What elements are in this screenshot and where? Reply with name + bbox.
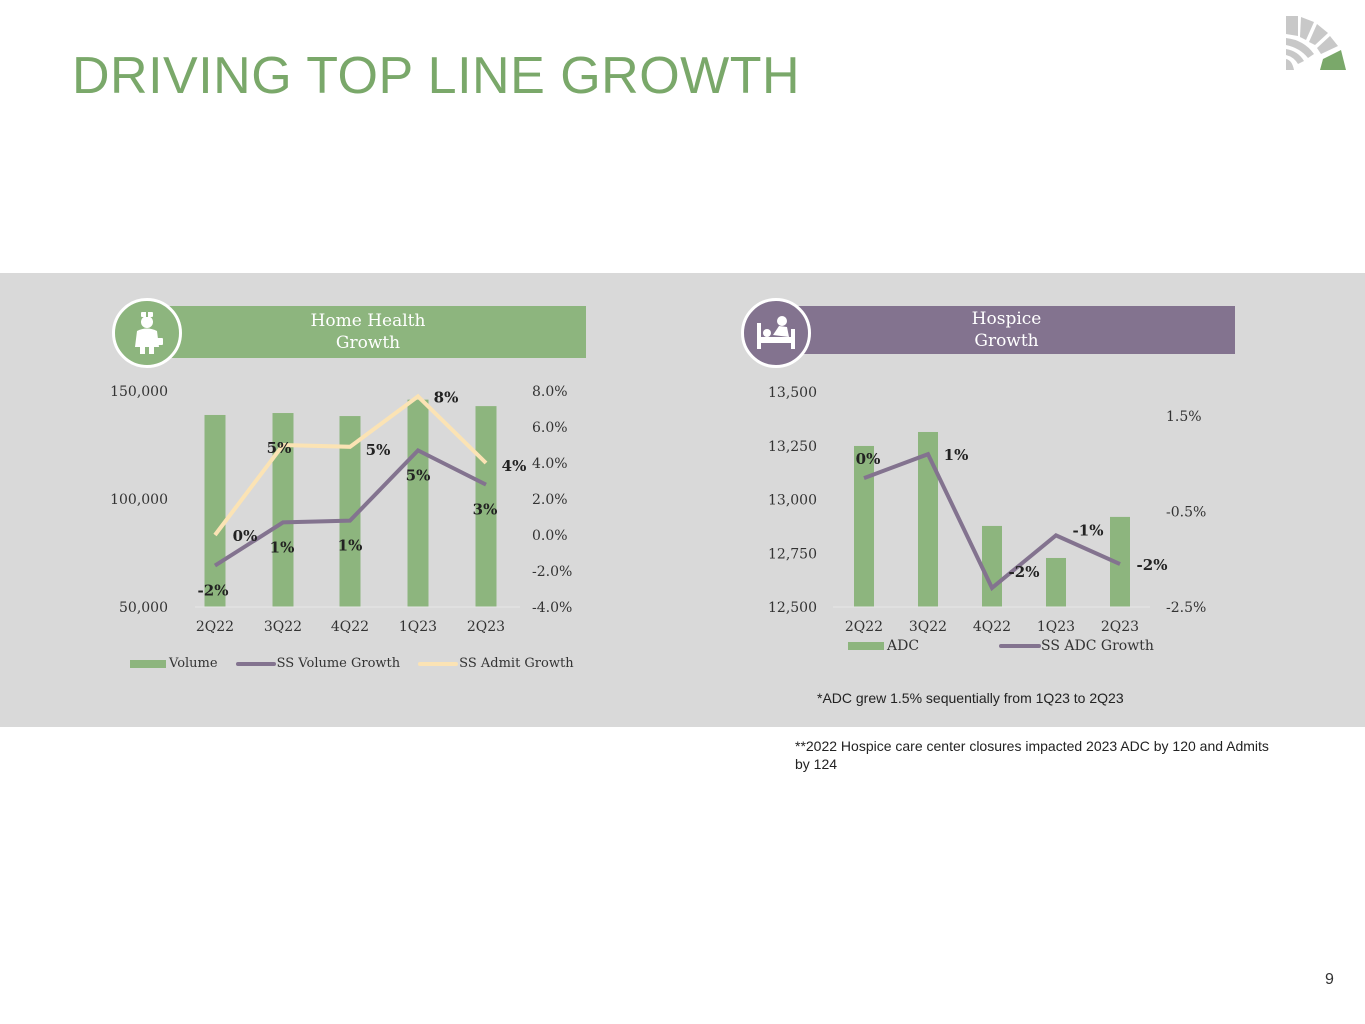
page-title: DRIVING TOP LINE GROWTH (72, 47, 801, 105)
hospice-icon-badge (741, 298, 811, 368)
home-health-right-axis-tick: 2.0% (532, 492, 568, 508)
hospice-data-label-ss-adc-growth: 0% (856, 450, 881, 468)
legend-swatch-volume (130, 659, 166, 668)
legend-label-ss-volume-growth: SS Volume Growth (276, 656, 401, 671)
hospice-x-axis-tick: 2Q23 (1101, 619, 1139, 635)
home-health-line-ss-admit-growth (213, 393, 488, 537)
legend-label-ss-adc-growth: SS ADC Growth (1041, 638, 1154, 654)
home-health-right-axis-tick: 4.0% (532, 456, 568, 472)
home-health-line-ss-volume-growth (213, 447, 487, 568)
home-health-data-label-ss-volume-growth: -2% (198, 582, 229, 600)
legend-swatch-ss-adc-growth (999, 644, 1042, 648)
legend-item-adc: ADC (848, 638, 919, 654)
legend-swatch-ss-volume-growth (235, 661, 276, 666)
hospice-line-ss-adc-growth (863, 451, 1121, 592)
home-health-right-axis-tick: -2.0% (532, 564, 572, 580)
hospice-x-axis-tick: 2Q22 (845, 619, 883, 635)
home-health-left-axis-tick: 50,000 (119, 600, 168, 616)
hospice-x-axis-tick: 1Q23 (1037, 619, 1075, 635)
home-health-data-label-ss-admit-growth: 4% (502, 457, 527, 475)
legend-label-volume: Volume (169, 656, 218, 671)
home-health-x-axis-tick: 4Q22 (331, 619, 369, 635)
hospice-data-label-ss-adc-growth: -1% (1073, 521, 1104, 539)
adc-footnote: *ADC grew 1.5% sequentially from 1Q23 to… (817, 690, 1124, 706)
legend-swatch-adc (848, 642, 884, 650)
home-health-banner: Home Health Growth (160, 306, 586, 358)
home-health-bar-1Q23 (407, 399, 429, 607)
home-health-right-axis-tick: 6.0% (532, 420, 568, 436)
home-health-x-axis-tick: 2Q22 (196, 619, 234, 635)
home-health-left-axis-tick: 150,000 (110, 384, 168, 400)
hospice-legend: ADC SS ADC Growth (848, 638, 1154, 654)
hospice-bar-2Q22 (854, 445, 874, 607)
hospice-x-axis-tick: 3Q22 (909, 619, 947, 635)
closure-footnote: **2022 Hospice care center closures impa… (795, 738, 1269, 772)
hospice-data-label-ss-adc-growth: -2% (1137, 556, 1168, 574)
hospice-left-axis-tick: 12,750 (768, 546, 817, 562)
hospice-left-axis-tick: 13,000 (768, 493, 817, 509)
hospital-bed-icon (757, 316, 795, 349)
home-health-title-line1: Home Health (310, 311, 426, 331)
hospice-x-axis-tick: 4Q22 (973, 619, 1011, 635)
hospice-right-axis-tick: -0.5% (1166, 505, 1206, 521)
hospice-banner: Hospice Growth (790, 306, 1235, 354)
company-logo (1286, 16, 1346, 70)
hospice-left-axis-tick: 12,500 (768, 600, 817, 616)
home-health-right-axis-tick: 8.0% (532, 384, 568, 400)
home-health-data-label-ss-volume-growth: 3% (473, 501, 498, 519)
home-health-x-axis-tick: 2Q23 (467, 619, 505, 635)
hospice-right-axis-tick: 1.5% (1166, 409, 1202, 425)
home-health-data-label-ss-volume-growth: 1% (338, 537, 363, 555)
home-health-x-axis-tick: 1Q23 (399, 619, 437, 635)
legend-swatch-ss-admit-growth (418, 661, 459, 666)
home-health-data-label-ss-volume-growth: 1% (270, 538, 295, 556)
home-health-right-axis-tick: -4.0% (532, 600, 572, 616)
home-health-x-axis-tick: 3Q22 (264, 619, 302, 635)
hospice-title-line1: Hospice (971, 309, 1042, 329)
legend-item-volume: Volume (130, 656, 218, 671)
hospice-bar-3Q22 (918, 431, 938, 607)
legend-item-ss-volume-growth: SS Volume Growth (235, 656, 401, 671)
home-health-right-axis-tick: 0.0% (532, 528, 568, 544)
hospice-left-axis-tick: 13,250 (768, 439, 817, 455)
home-health-icon-badge (112, 298, 182, 368)
home-health-legend: Volume SS Volume Growth SS Admit Growth (130, 656, 574, 671)
nurse-icon (135, 311, 163, 354)
home-health-bar-2Q22 (204, 414, 226, 607)
home-health-data-label-ss-admit-growth: 0% (233, 527, 258, 545)
home-health-data-label-ss-admit-growth: 8% (434, 388, 459, 406)
home-health-bar-3Q22 (272, 413, 294, 607)
hospice-data-label-ss-adc-growth: -2% (1009, 563, 1040, 581)
hospice-title-line2: Growth (974, 331, 1039, 351)
hospice-left-axis-tick: 13,500 (768, 385, 817, 401)
home-health-data-label-ss-volume-growth: 5% (406, 466, 431, 484)
hospice-right-axis-tick: -2.5% (1166, 600, 1206, 616)
hospice-bar-4Q22 (982, 525, 1002, 607)
home-health-data-label-ss-admit-growth: 5% (366, 441, 391, 459)
page-number: 9 (1325, 971, 1334, 988)
legend-label-ss-admit-growth: SS Admit Growth (459, 656, 574, 671)
legend-item-ss-admit-growth: SS Admit Growth (418, 656, 574, 671)
hospice-data-label-ss-adc-growth: 1% (944, 446, 969, 464)
home-health-data-label-ss-admit-growth: 5% (267, 439, 292, 457)
hospice-bar-1Q23 (1046, 557, 1066, 607)
home-health-title-line2: Growth (335, 333, 401, 353)
legend-label-adc: ADC (887, 638, 920, 654)
legend-item-ss-adc-growth: SS ADC Growth (999, 638, 1154, 654)
home-health-bar-4Q22 (339, 416, 361, 607)
home-health-left-axis-tick: 100,000 (110, 492, 168, 508)
